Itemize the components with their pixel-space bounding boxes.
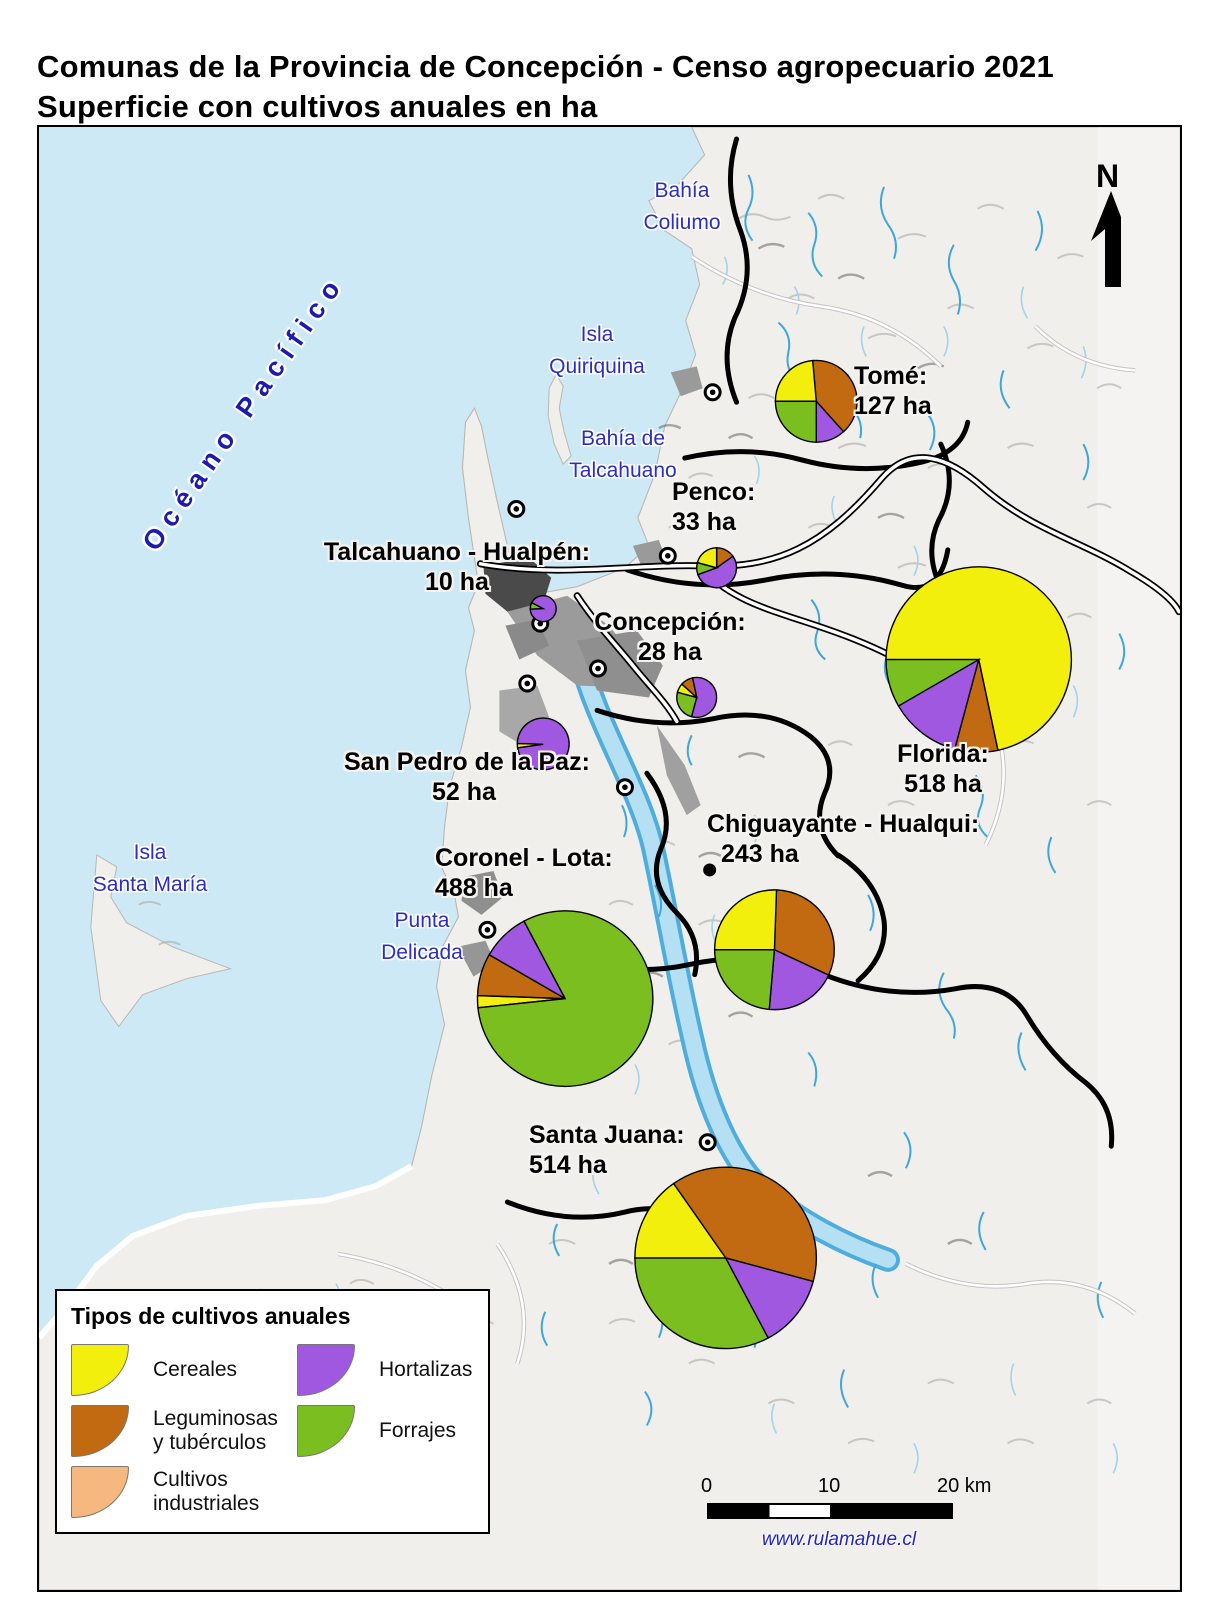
legend-item-forrajes: Forrajes [297, 1405, 472, 1457]
pie-slice-penco-cereales [696, 547, 718, 569]
pie-slice-chiguayante_hualqui-leguminosas [773, 889, 835, 977]
pie-coronel_lota [476, 910, 654, 1088]
legend-title: Tipos de cultivos anuales [71, 1303, 351, 1329]
pie-label-chiguayante-hualqui: Chiguayante - Hualqui: 243 ha [707, 810, 980, 868]
geo-label-punta-delicada: Punta Delicada [381, 909, 463, 964]
north-arrow: N [1087, 158, 1121, 292]
scale-tick-20: 20 km [937, 1475, 992, 1497]
pie-label-talcahuano-hualpen: Talcahuano - Hualpén: 10 ha [323, 538, 591, 596]
isla-quiriquina [547, 373, 572, 465]
pie-label-coronel-lota: Coronel - Lota: 488 ha [435, 844, 613, 902]
leguminosas-swatch [71, 1405, 129, 1457]
pie-slice-concepcion-hortalizas [690, 676, 718, 718]
pie-slice-chiguayante_hualqui-forrajes [713, 949, 776, 1011]
pie-slice-santa_juana-hortalizas [724, 1256, 815, 1339]
pie-talcahuano_hualpen [529, 595, 557, 623]
title-line2: Superficie con cultivos anuales en ha [37, 89, 598, 125]
pie-label-san-pedro: San Pedro de la Paz: 52 ha [344, 748, 590, 806]
pie-slice-florida-hortalizas [897, 658, 980, 750]
map-credit: www.rulamahue.cl [761, 1529, 917, 1550]
pie-charts-layer [476, 359, 1073, 1350]
city-markers [478, 383, 722, 1152]
legend-item-leguminosas: Leguminosas y tubérculos [71, 1405, 297, 1457]
legend-item-cultivos-industriales: Cultivos industriales [71, 1466, 297, 1518]
pie-slice-tome-forrajes [774, 400, 817, 443]
pie-slice-talcahuano_hualpen-hortalizas [529, 595, 557, 623]
pie-santa_juana [634, 1166, 817, 1350]
north-label: N [1096, 158, 1120, 194]
pie-slice-santa_juana-forrajes [634, 1257, 770, 1350]
pie-penco [696, 547, 738, 589]
geo-label-isla-santa-maria: Isla Santa María [92, 841, 208, 896]
pie-slice-tome-cereales [774, 359, 818, 402]
pie-label-concepcion: Concepción: 28 ha [594, 608, 746, 666]
geo-label-isla-quiriquina: Isla Quiriquina [549, 323, 645, 378]
map-canvas: Océano Pacífico Bahía Coliumo Isla Quiri… [37, 125, 1182, 1592]
pie-label-santa-juana: Santa Juana: 514 ha [529, 1121, 685, 1179]
title-line1: Comunas de la Provincia de Concepción - … [37, 48, 1054, 84]
pie-slice-florida-cereales [885, 566, 1073, 752]
pie-label-florida: Florida: 518 ha [897, 740, 989, 798]
geo-label-bahia-talcahuano: Bahía de Talcahuano [569, 427, 677, 482]
pie-florida [885, 566, 1073, 753]
north-arrow-icon [1091, 191, 1121, 287]
cereales-swatch [71, 1344, 129, 1396]
scale-tick-10: 10 [818, 1475, 841, 1497]
pie-concepcion [676, 676, 718, 718]
landmass [39, 127, 1180, 1590]
scale-bar-graphic [707, 1503, 953, 1519]
cultivos-industriales-swatch [71, 1466, 129, 1518]
geo-label-bahia-coliumo: Bahía Coliumo [643, 179, 721, 234]
pie-slice-chiguayante_hualqui-hortalizas [768, 948, 830, 1011]
pie-slice-san_pedro-hortalizas [516, 717, 570, 771]
pie-slice-coronel_lota-forrajes [477, 910, 654, 1088]
legend-item-cereales: Cereales [71, 1344, 297, 1396]
isla-santa-maria [90, 854, 233, 1028]
pie-slice-santa_juana-cereales [634, 1182, 727, 1259]
hortalizas-swatch [297, 1344, 355, 1396]
scale-tick-0: 0 [701, 1475, 713, 1497]
pie-slice-concepcion-leguminosas [680, 677, 698, 700]
minor-roads [337, 254, 1137, 1365]
pie-label-penco: Penco: 33 ha [672, 478, 756, 536]
pie-slice-penco-hortalizas [696, 555, 738, 589]
page-title: Comunas de la Provincia de Concepción - … [37, 47, 1054, 128]
pie-san_pedro [516, 717, 570, 771]
legend-item-hortalizas: Hortalizas [297, 1344, 472, 1396]
pie-slice-tome-leguminosas [811, 359, 858, 433]
pie-label-tome: Tomé: 127 ha [854, 362, 932, 420]
basemap [39, 127, 1180, 1590]
scale-bar: 0 10 20 km [679, 1475, 999, 1525]
forrajes-swatch [297, 1405, 355, 1457]
pie-slice-santa_juana-leguminosas [672, 1166, 817, 1283]
legend: Tipos de cultivos anuales Cereales Legum… [55, 1289, 490, 1534]
highways [476, 454, 1180, 725]
pie-chiguayante_hualqui [713, 889, 835, 1011]
pie-slice-florida-forrajes [885, 658, 982, 707]
pie-tome [774, 359, 858, 443]
pie-slice-chiguayante_hualqui-cereales [713, 889, 778, 951]
